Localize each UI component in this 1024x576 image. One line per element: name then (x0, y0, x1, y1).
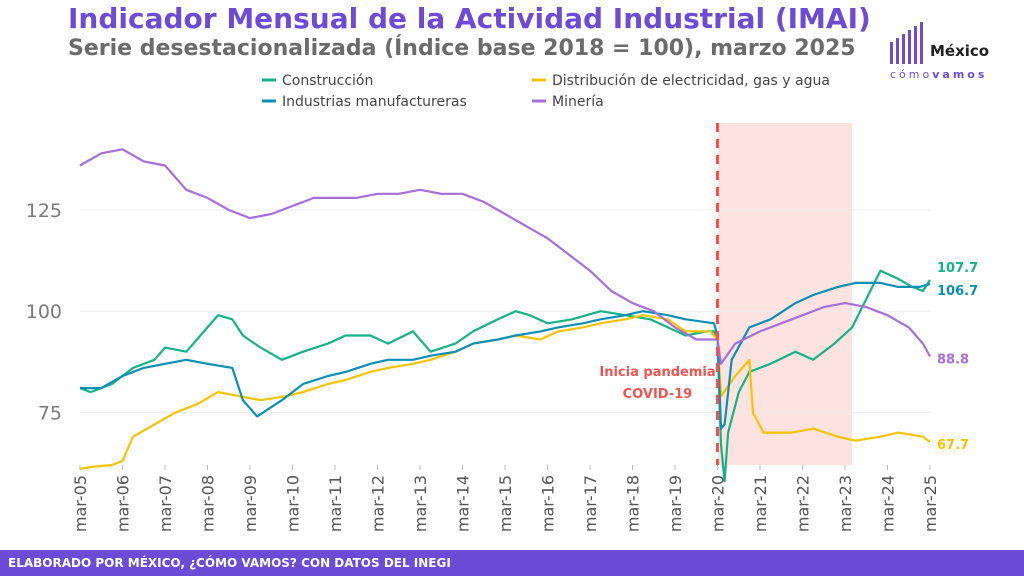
x-tick-label: mar-13 (411, 475, 430, 532)
x-tick-label: mar-16 (539, 475, 558, 532)
logo-brand: México (930, 42, 990, 60)
pandemic-label-2: COVID-19 (623, 387, 693, 402)
series-end-label: 107.7 (937, 261, 978, 276)
series-end-label: 67.7 (937, 438, 969, 453)
pandemic-annotation: Inicia pandemia COVID-19 (599, 123, 719, 465)
x-axis: mar-05 mar-06 mar-07 mar-08 mar-09 mar-10 mar-… (71, 465, 940, 532)
chart-title: Indicador Mensual de la Actividad Indust… (68, 2, 871, 35)
x-tick-label: mar-20 (709, 475, 728, 532)
x-tick-label: mar-09 (241, 475, 260, 532)
mexico-como-vamos-logo: México cómovamos (888, 22, 1004, 82)
x-tick-label: mar-12 (369, 475, 388, 532)
legend-label: Distribución de electricidad, gas y agua (552, 73, 830, 89)
chart-subtitle: Serie desestacionalizada (Índice base 20… (68, 36, 856, 61)
x-tick-label: mar-08 (199, 475, 218, 532)
legend-label: Construcción (282, 73, 373, 89)
y-tick-label: 100 (26, 301, 62, 323)
series-end-label: 88.8 (937, 353, 969, 368)
x-tick-label: mar-22 (794, 475, 813, 532)
x-tick-label: mar-24 (879, 475, 898, 532)
x-tick-label: mar-18 (624, 475, 643, 532)
chart-legend: Construcción Distribución de electricidad… (262, 73, 830, 110)
x-tick-label: mar-11 (326, 475, 345, 532)
logo-tagline: cómovamos (890, 68, 987, 81)
series-end-labels: 107.7 67.7 106.7 88.8 (937, 261, 978, 453)
x-tick-label: mar-25 (921, 475, 940, 532)
logo-tagline-a: cómo (890, 68, 933, 81)
y-tick-label: 125 (26, 200, 62, 222)
series-line-1 (79, 314, 931, 471)
series-end-label: 106.7 (937, 284, 978, 299)
legend-label: Minería (552, 94, 604, 110)
logo-tagline-b: vamos (932, 68, 988, 81)
shaded-period-layer (717, 123, 853, 465)
series-line-3 (79, 148, 931, 365)
x-tick-label: mar-17 (581, 475, 600, 532)
x-tick-label: mar-07 (156, 475, 175, 532)
logo-bars-icon (890, 22, 934, 64)
y-axis: 75 100 125 (26, 200, 62, 424)
series-line-2 (80, 281, 931, 430)
series-layer (79, 148, 931, 483)
series-line-0 (79, 269, 931, 483)
x-tick-label: mar-14 (454, 475, 473, 532)
legend-label: Industrias manufactureras (282, 94, 467, 110)
pandemic-label-1: Inicia pandemia (599, 365, 715, 380)
x-tick-label: mar-06 (114, 475, 133, 532)
y-tick-label: 75 (38, 402, 62, 424)
x-tick-label: mar-21 (751, 475, 770, 532)
x-tick-label: mar-05 (71, 475, 90, 532)
footer-source: ELABORADO POR MÉXICO, ¿CÓMO VAMOS? CON D… (0, 550, 1024, 576)
line-chart: Construcción Distribución de electricidad… (26, 73, 978, 532)
grid-layer (80, 209, 930, 413)
shaded-period (717, 123, 853, 465)
x-tick-label: mar-15 (496, 475, 515, 532)
x-tick-label: mar-23 (836, 475, 855, 532)
x-tick-label: mar-10 (284, 475, 303, 532)
x-tick-label: mar-19 (666, 475, 685, 532)
